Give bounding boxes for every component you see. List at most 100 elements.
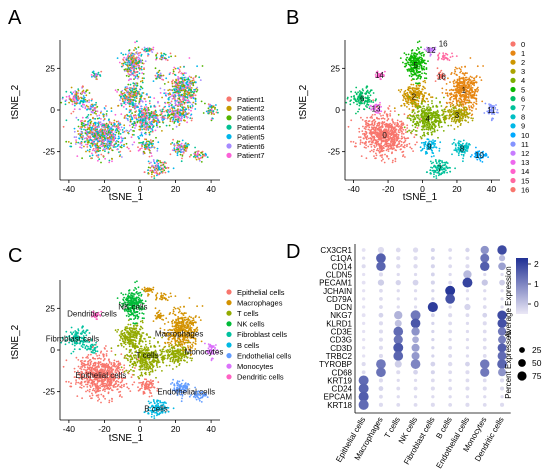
panel-b-point	[412, 120, 415, 123]
panel-a-point	[87, 122, 89, 125]
panel-a-point	[152, 170, 155, 172]
panel-a-point	[194, 97, 197, 100]
panel-a-point	[127, 147, 130, 150]
panel-a-point	[194, 94, 197, 97]
panel-a-point	[147, 160, 150, 163]
panel-b-point	[400, 125, 403, 127]
panel-a-point	[101, 134, 103, 137]
panel-a-point	[99, 139, 101, 142]
panel-b-point	[432, 106, 434, 108]
panel-a-legend-key	[226, 134, 232, 140]
panel-a-point	[144, 98, 146, 100]
panel-a-point	[141, 109, 144, 112]
panel-a-point	[214, 106, 216, 109]
panel-a-point	[130, 66, 133, 69]
panel-a-point	[153, 162, 156, 165]
panel-b-point	[411, 52, 413, 55]
panel-a-point	[167, 116, 169, 119]
panel-a-point	[138, 137, 141, 140]
panel-b-point	[394, 110, 396, 112]
panel-a-point	[180, 89, 183, 92]
panel-a-point	[96, 148, 99, 150]
panel-a-point	[171, 106, 174, 109]
panel-b-point	[394, 160, 397, 163]
panel-a-point	[143, 126, 146, 128]
panel-a-point	[171, 141, 174, 144]
panel-a-point	[178, 122, 181, 125]
panel-a-point	[179, 114, 182, 117]
panel-b-point	[457, 120, 460, 122]
panel-b-point	[424, 109, 426, 112]
panel-b-point	[450, 92, 453, 94]
panel-a-point	[117, 120, 120, 123]
panel-a-point	[132, 82, 135, 85]
panel-b-point	[412, 83, 415, 86]
panel-a-point	[141, 145, 144, 148]
panel-b-point	[414, 104, 417, 106]
panel-a-point	[180, 142, 183, 145]
panel-b-point	[395, 128, 398, 131]
panel-a-point	[104, 127, 107, 129]
panel-a-point	[127, 98, 130, 101]
panel-b-point	[460, 113, 463, 115]
panel-a-point	[170, 55, 173, 58]
panel-a-point	[134, 87, 137, 90]
panel-a-point	[185, 113, 188, 116]
panel-b-point	[405, 53, 408, 56]
panel-a-point	[88, 150, 91, 153]
panel-b-point	[435, 97, 438, 99]
panel-a-point	[130, 54, 133, 57]
panel-a-point	[155, 77, 158, 80]
panel-b-point	[350, 140, 352, 143]
panel-a-point	[159, 87, 162, 90]
panel-b-point	[387, 148, 390, 151]
panel-b-point	[385, 145, 388, 148]
panel-b-point	[406, 92, 409, 94]
panel-b-point	[457, 125, 459, 128]
panel-b-point	[431, 123, 434, 126]
panel-b-point	[437, 136, 439, 139]
panel-a-point	[149, 130, 152, 133]
panel-a-point	[135, 89, 138, 92]
panel-a-point	[108, 161, 111, 164]
panel-b-point	[433, 119, 436, 122]
panel-b-point	[400, 88, 403, 91]
panel-a-point	[117, 137, 120, 140]
panel-b-point	[389, 114, 392, 117]
panel-a-point	[147, 96, 150, 99]
panel-b-point	[369, 124, 371, 126]
panel-a-point	[70, 112, 73, 115]
panel-a-point	[133, 88, 135, 91]
panel-a-point	[97, 124, 100, 126]
panel-a-point	[86, 108, 88, 111]
panel-b-point	[358, 136, 360, 139]
panel-a-point	[183, 84, 186, 87]
panel-b-point	[394, 131, 397, 134]
panel-a-point	[98, 158, 101, 161]
panel-a-point	[182, 152, 185, 154]
panel-a-point	[99, 149, 101, 152]
panel-b-point	[417, 115, 420, 117]
panel-a-point	[93, 121, 96, 124]
panel-a-point	[148, 102, 151, 105]
panel-a-point	[181, 78, 184, 81]
panel-a-point	[123, 130, 126, 133]
panel-a-point	[186, 144, 188, 146]
panel-a-point	[126, 114, 129, 117]
panel-b-point	[443, 108, 446, 111]
panel-a-point	[168, 105, 171, 108]
panel-a-point	[82, 101, 85, 104]
panel-a-point	[146, 49, 148, 52]
panel-a-point	[175, 88, 178, 91]
panel-b-point	[434, 112, 437, 115]
panel-b-point	[471, 76, 473, 79]
panel-b-point	[429, 107, 432, 109]
panel-a-point	[178, 104, 181, 106]
panel-b-point	[380, 148, 383, 150]
panel-a-point	[173, 107, 176, 110]
panel-a-point	[92, 70, 95, 73]
panel-a-point	[163, 92, 166, 95]
panel-a-point	[159, 125, 161, 128]
panel-b-point	[472, 94, 474, 96]
panel-a-point	[119, 128, 121, 131]
